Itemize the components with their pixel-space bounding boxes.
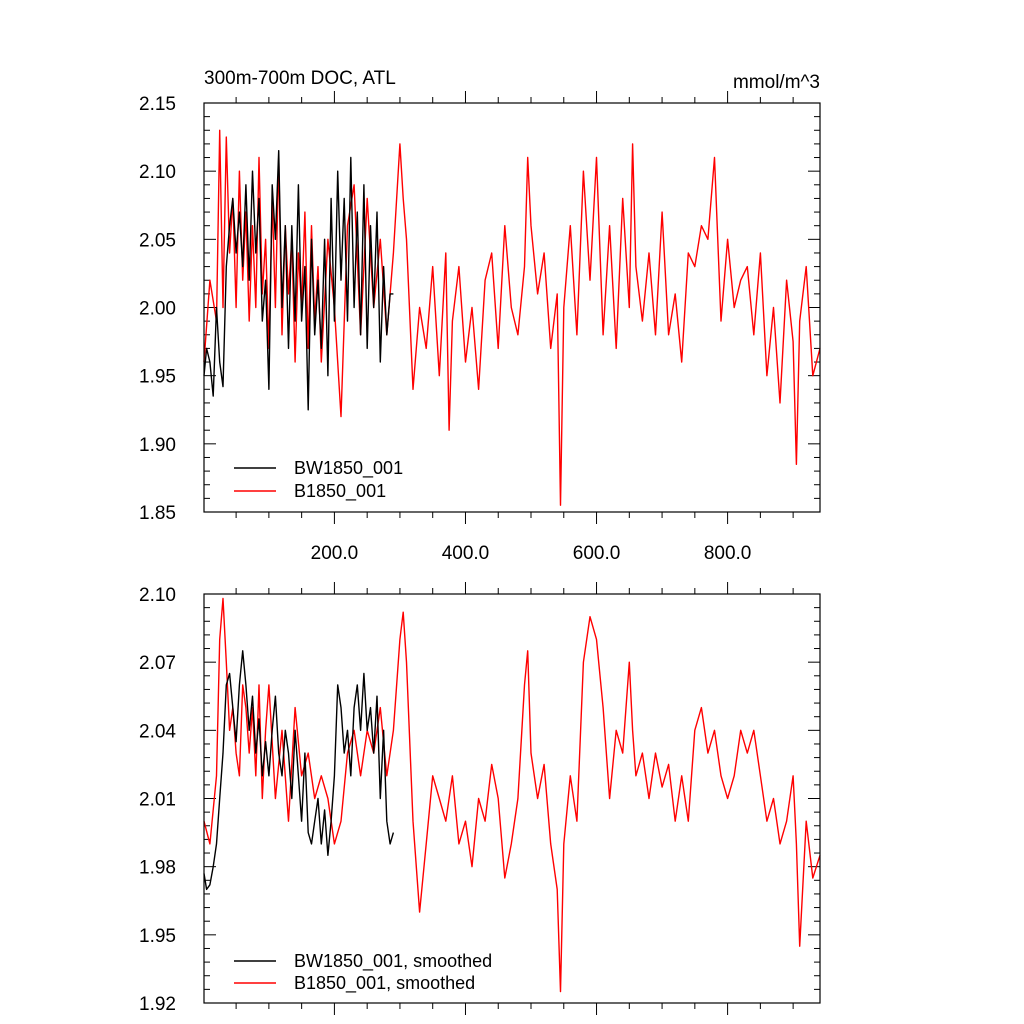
units-label: mmol/m^3 bbox=[733, 72, 820, 93]
bottom-legend: BW1850_001, smoothed B1850_001, smoothed bbox=[234, 951, 492, 994]
y-tick-label: 2.07 bbox=[139, 653, 176, 674]
bottom-series-line-bw1850-001-smoothed bbox=[203, 650, 395, 891]
y-tick-label: 2.01 bbox=[139, 790, 176, 811]
x-tick-label: 800.0 bbox=[704, 543, 752, 564]
y-tick-label: 2.04 bbox=[139, 721, 176, 742]
y-tick-label: 2.10 bbox=[139, 585, 176, 606]
bottom-series-lines bbox=[203, 597, 821, 993]
bottom-panel: 1.92 1.95 1.98 2.01 2.04 2.07 2.10 BW1850_001,… bbox=[139, 582, 821, 1015]
top-y-tick-labels: 1.85 1.90 1.95 2.00 2.05 2.10 2.15 bbox=[139, 94, 176, 524]
top-series-lines bbox=[203, 129, 821, 506]
bottom-plot-frame bbox=[203, 593, 821, 1004]
x-tick-label: 200.0 bbox=[311, 543, 359, 564]
legend-label-bw1850: BW1850_001 bbox=[294, 458, 403, 479]
y-tick-label: 2.15 bbox=[139, 94, 176, 115]
top-series-line-bw1850-001 bbox=[203, 149, 394, 411]
top-x-tick-labels: 200.0 400.0 600.0 800.0 bbox=[311, 543, 752, 564]
y-tick-label: 1.95 bbox=[139, 367, 176, 388]
x-tick-label: 600.0 bbox=[573, 543, 621, 564]
top-legend: BW1850_001 B1850_001 bbox=[234, 458, 403, 502]
y-tick-label: 2.10 bbox=[139, 162, 176, 183]
top-panel: 300m-700m DOC, ATL mmol/m^3 1.85 1.90 1.95… bbox=[139, 68, 821, 564]
y-tick-label: 1.90 bbox=[139, 435, 176, 456]
x-tick-label: 400.0 bbox=[442, 543, 490, 564]
y-tick-label: 2.00 bbox=[139, 299, 176, 320]
y-tick-label: 2.05 bbox=[139, 230, 176, 251]
bottom-series-line-b1850-001-smoothed bbox=[203, 597, 821, 993]
chart-title: 300m-700m DOC, ATL bbox=[204, 68, 396, 89]
legend-label-b1850: B1850_001 bbox=[294, 481, 386, 502]
y-tick-label: 1.92 bbox=[139, 994, 176, 1015]
legend-label-bw1850-smoothed: BW1850_001, smoothed bbox=[294, 951, 492, 972]
y-tick-label: 1.98 bbox=[139, 858, 176, 879]
top-plot-frame bbox=[203, 102, 821, 513]
top-series-line-b1850-001 bbox=[203, 129, 821, 506]
y-tick-label: 1.95 bbox=[139, 926, 176, 947]
legend-label-b1850-smoothed: B1850_001, smoothed bbox=[294, 973, 475, 994]
bottom-y-tick-labels: 1.92 1.95 1.98 2.01 2.04 2.07 2.10 bbox=[139, 585, 176, 1015]
y-tick-label: 1.85 bbox=[139, 503, 176, 524]
